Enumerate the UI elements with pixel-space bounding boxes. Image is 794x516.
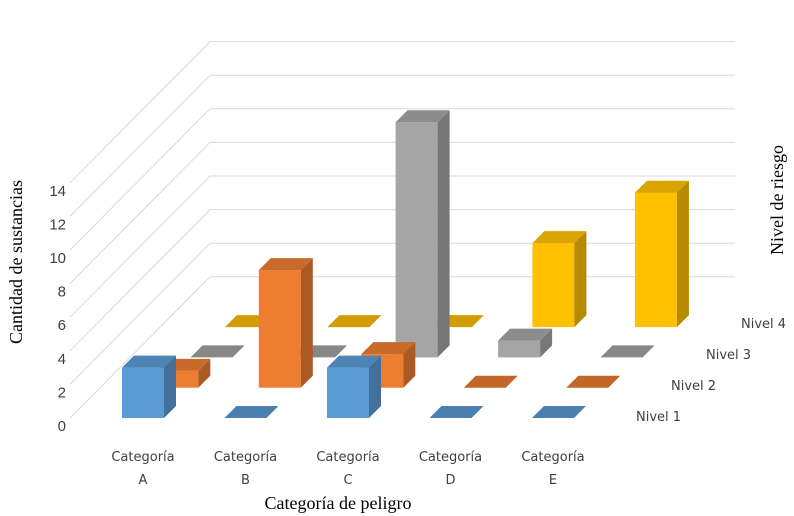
bar-side-face: [198, 358, 211, 388]
y-tick-label: 2: [58, 384, 66, 401]
bar-front-face: [532, 243, 575, 328]
y-tick-label: 6: [58, 317, 66, 334]
bar-side-face: [369, 355, 381, 418]
bar-side-face: [540, 328, 553, 358]
bar-nivel-4-cat-2: [327, 315, 382, 328]
bar-top-face: [429, 406, 484, 418]
bar-nivel-1-cat-1: [122, 355, 176, 418]
bar-front-face: [498, 340, 541, 358]
bar-front-face: [634, 192, 677, 328]
y-tick-label: 8: [58, 284, 66, 301]
bar-front-face: [258, 270, 301, 388]
bar-top-face: [600, 345, 655, 358]
series-label: Nivel 4: [741, 317, 786, 332]
bar-front-face: [327, 367, 369, 418]
y-tick-label: 4: [58, 351, 66, 368]
x-tick-label-line2: A: [139, 473, 148, 488]
bar-nivel-1-cat-3: [327, 355, 381, 418]
bar-top-face: [190, 345, 245, 358]
bar-top-face: [395, 110, 450, 123]
bar-nivel-2-cat-2: [258, 258, 313, 388]
gridline: [69, 74, 735, 217]
bar-top-face: [122, 355, 176, 368]
y-axis-ticks: 0 2 4 6 8 10 12 14: [49, 183, 66, 435]
bar-nivel-3-cat-5: [600, 345, 655, 358]
bar-side-face: [403, 342, 416, 388]
x-tick-label-line2: E: [549, 473, 557, 488]
y-axis-title: Cantidad de sustancias: [6, 180, 26, 344]
bar-side-face: [164, 355, 176, 418]
bar-top-face: [532, 406, 586, 418]
bar-top-face: [463, 375, 518, 388]
bar-nivel-4-cat-5: [634, 180, 689, 328]
x-tick-label-line1: Categoría: [419, 450, 482, 465]
bar-front-face: [122, 367, 164, 418]
x-tick-label-line2: B: [241, 473, 250, 488]
bar-side-face: [437, 110, 450, 358]
bar-nivel-1-cat-2: [224, 406, 279, 418]
gridline: [69, 209, 735, 352]
y-tick-label: 12: [49, 216, 66, 233]
x-tick-label-line1: Categoría: [111, 450, 174, 465]
x-axis-title: Categoría de peligro: [265, 493, 412, 513]
bar-nivel-1-cat-4: [429, 406, 484, 418]
x-tick-label-line2: D: [445, 473, 455, 488]
series-label: Nivel 2: [671, 379, 716, 394]
bar-side-face: [574, 231, 587, 328]
bar-side-face: [300, 258, 313, 388]
x-tick-label-line1: Categoría: [316, 450, 379, 465]
x-tick-label-line1: Categoría: [214, 450, 277, 465]
bar-top-face: [566, 375, 621, 388]
bar-nivel-4-cat-4: [532, 231, 587, 328]
bar-nivel-3-cat-4: [498, 328, 553, 358]
bar-top-face: [224, 406, 279, 418]
bar-top-face: [327, 315, 382, 328]
bar-top-face: [498, 328, 553, 341]
bar-top-face: [361, 342, 416, 355]
bar-top-face: [327, 355, 381, 368]
gridline: [69, 175, 735, 318]
x-tick-label-line2: C: [343, 473, 352, 488]
bar-top-face: [634, 180, 689, 193]
bars: [122, 110, 689, 418]
series-label: Nivel 1: [636, 410, 681, 425]
bar-top-face: [258, 258, 313, 271]
y-tick-label: 10: [49, 250, 66, 267]
bar-top-face: [532, 231, 587, 244]
depth-axis-series-labels: Nivel 1 Nivel 2 Nivel 3 Nivel 4: [636, 317, 786, 425]
bar-front-face: [395, 122, 438, 358]
y-tick-label: 0: [58, 418, 66, 435]
bar-nivel-1-cat-5: [532, 406, 586, 418]
bar-nivel-3-cat-3: [395, 110, 450, 358]
gridline: [69, 41, 735, 184]
x-tick-label-line1: Categoría: [521, 450, 584, 465]
series-label: Nivel 3: [706, 348, 751, 363]
y-tick-label: 14: [49, 183, 66, 200]
bar-nivel-2-cat-5: [566, 375, 621, 388]
bar-side-face: [676, 180, 689, 328]
depth-axis-title: Nivel de riesgo: [767, 145, 787, 255]
x-axis-categories: Categoría A Categoría B Categoría C Categoría D…: [111, 450, 584, 488]
gridline: [69, 108, 735, 251]
grid: [69, 41, 735, 419]
gridline: [69, 141, 735, 284]
bar-nivel-2-cat-4: [463, 375, 518, 388]
bar-nivel-3-cat-1: [190, 345, 245, 358]
